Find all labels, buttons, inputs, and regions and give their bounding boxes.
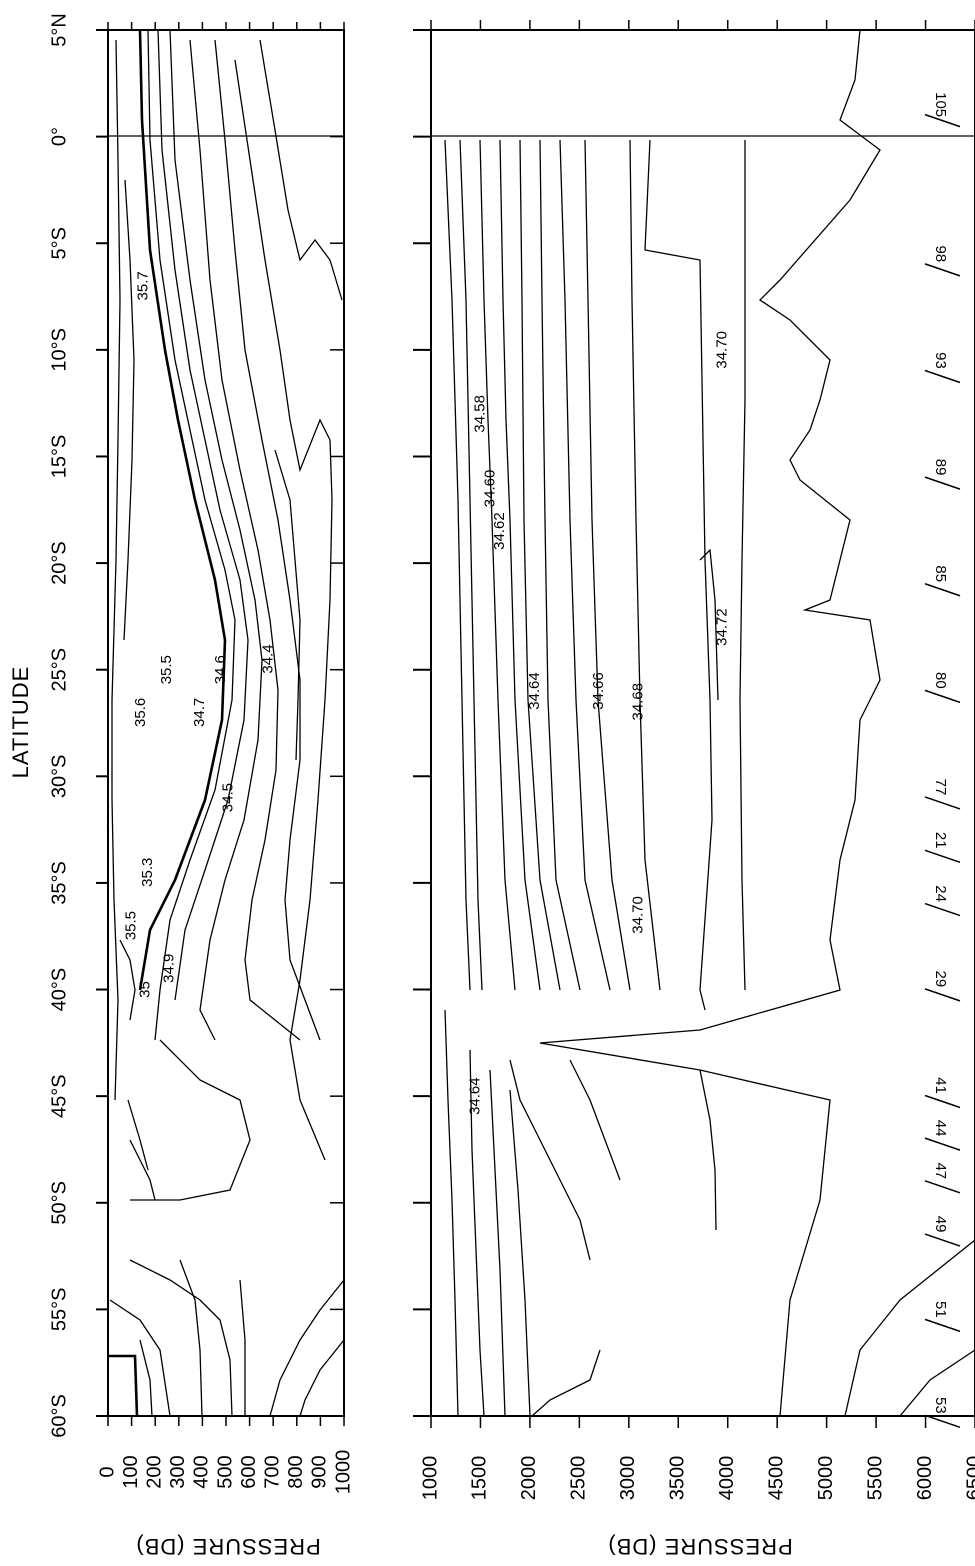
pressure-tick-label-lower: 3000 — [617, 1456, 639, 1501]
pressure-tick-label-upper: 1000 — [332, 1450, 354, 1495]
pressure-tick-label-lower: 2000 — [518, 1456, 540, 1501]
station-number: 24 — [932, 885, 949, 902]
pressure-tick-label-lower: 1000 — [419, 1456, 441, 1501]
pressure-tick-label-lower: 6500 — [963, 1456, 975, 1501]
pressure-tick-label-upper: 500 — [214, 1455, 236, 1488]
station-arrow — [924, 689, 961, 704]
pressure-tick-label-lower: 4500 — [765, 1456, 787, 1501]
contour-label: 35.3 — [139, 858, 156, 887]
station-arrow — [924, 113, 961, 128]
pressure-tick-label-upper: 200 — [143, 1455, 165, 1488]
station-arrow — [924, 1233, 961, 1247]
station-arrow — [924, 1137, 961, 1151]
contour-label: 34.9 — [160, 954, 177, 983]
lat-tick-label: 50°S — [48, 1181, 70, 1225]
x-axis-title: LATITUDE — [8, 666, 33, 779]
contour-label: 35.6 — [132, 698, 149, 727]
station-arrow — [924, 849, 961, 863]
contour-label: 34.70 — [630, 896, 647, 934]
contour-label: 34.58 — [471, 395, 488, 433]
pressure-tick-label-lower: 3500 — [667, 1456, 689, 1501]
lat-tick-label: 40°S — [48, 968, 70, 1012]
station-number: 105 — [932, 92, 949, 117]
contour-label: 34.7 — [191, 698, 208, 727]
station-arrow — [924, 476, 961, 490]
lower-contours — [444, 29, 975, 1417]
chart-layer: 60°S 55°S 50°S 45°S 40°S 35°S 30°S 25°S 20°S 15°S… — [8, 13, 975, 1559]
station-arrow — [924, 1180, 961, 1194]
station-arrow — [924, 1318, 961, 1333]
station-arrow — [924, 1094, 961, 1109]
station-number: 77 — [932, 779, 949, 796]
station-number: 29 — [932, 971, 949, 988]
contour-label: 34.66 — [590, 672, 607, 710]
station-number: 44 — [932, 1120, 949, 1137]
station-arrow — [924, 1414, 961, 1429]
lat-tick-label: 10°S — [48, 328, 70, 372]
contour-field — [107, 29, 975, 1417]
station-number: 89 — [932, 459, 949, 476]
station-arrow — [924, 583, 961, 597]
pressure-tick-label-upper: 300 — [167, 1455, 189, 1488]
station-arrow — [924, 988, 961, 1002]
lat-tick-label: 45°S — [48, 1074, 70, 1118]
contour-label: 34.62 — [491, 512, 508, 550]
station-number: 53 — [932, 1397, 949, 1414]
station-number: 21 — [932, 832, 949, 849]
contour-label: 34.72 — [714, 608, 731, 646]
pressure-tick-label-upper: 800 — [285, 1455, 307, 1488]
pressure-tick-label-upper: 100 — [120, 1455, 142, 1488]
lat-tick-label: 25°S — [48, 648, 70, 692]
contour-label: 34.5 — [219, 783, 236, 812]
lat-tick-label: 5°N — [48, 13, 70, 47]
pressure-tick-label-lower: 1500 — [469, 1456, 491, 1501]
y-axis-title: PRESSURE (DB) — [135, 1534, 320, 1559]
pressure-tick-label-lower: 5500 — [864, 1456, 886, 1501]
pressure-tick-label-upper: 600 — [238, 1455, 260, 1488]
pressure-tick-label-lower: 2500 — [568, 1456, 590, 1501]
contour-label: 34.68 — [630, 683, 647, 721]
station-number: 51 — [932, 1301, 949, 1318]
lat-tick-label: 35°S — [48, 861, 70, 905]
contour-label: 34.60 — [481, 470, 498, 508]
lat-tick-label: 30°S — [48, 755, 70, 799]
pressure-tick-label-lower: 5000 — [815, 1456, 837, 1501]
contour-label: 35.5 — [123, 911, 140, 940]
station-number: 47 — [932, 1162, 949, 1179]
lat-tick-label: 5°S — [48, 227, 70, 259]
upper-contours — [108, 29, 345, 1417]
contour-label: 35.7 — [134, 271, 151, 300]
contour-label: 35.5 — [158, 655, 175, 684]
station-number: 93 — [932, 352, 949, 369]
pressure-tick-label-upper: 900 — [309, 1455, 331, 1488]
pressure-tick-label-lower: 6000 — [914, 1456, 936, 1501]
contour-label: 35 — [137, 981, 154, 998]
lat-tick-label: 60°S — [48, 1394, 70, 1438]
contour-label: 34.70 — [714, 331, 731, 369]
lat-tick-label: 0° — [48, 127, 70, 146]
contour-label: 34.64 — [466, 1077, 483, 1115]
lat-tick-label: 15°S — [48, 435, 70, 479]
station-number: 49 — [932, 1216, 949, 1233]
contour-label: 34.64 — [526, 672, 543, 710]
station-number: 98 — [932, 246, 949, 263]
pressure-tick-label-lower: 4000 — [716, 1456, 738, 1501]
station-number: 80 — [932, 672, 949, 689]
lat-tick-label: 55°S — [48, 1288, 70, 1332]
station-number: 85 — [932, 565, 949, 582]
station-arrow — [924, 369, 961, 384]
pressure-tick-label-upper: 400 — [191, 1455, 213, 1488]
station-arrow — [924, 902, 961, 917]
station-number: 41 — [932, 1077, 949, 1094]
lower-panel-frame — [430, 29, 975, 1417]
contour-label: 34.6 — [212, 655, 229, 684]
pressure-tick-label-upper: 0 — [96, 1466, 118, 1477]
lat-tick-label: 20°S — [48, 541, 70, 585]
y-axis-title: PRESSURE (DB) — [607, 1534, 792, 1559]
station-arrow — [924, 796, 961, 810]
pressure-tick-label-upper: 700 — [261, 1455, 283, 1488]
station-arrow — [924, 263, 961, 277]
contour-label: 34.4 — [259, 644, 276, 673]
